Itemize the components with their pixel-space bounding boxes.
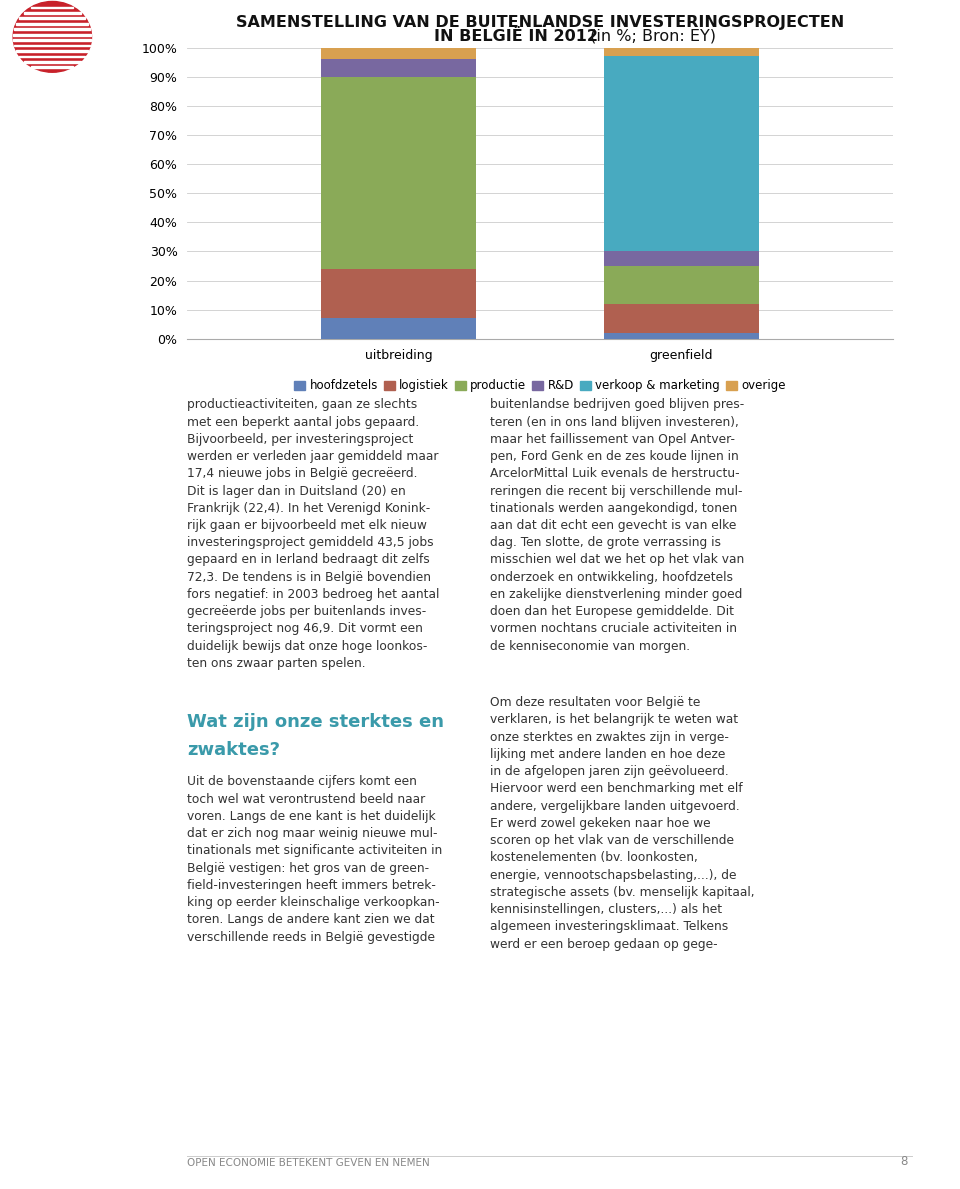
Text: Uit de bovenstaande cijfers komt een: Uit de bovenstaande cijfers komt een [187,775,417,788]
Text: Bijvoorbeeld, per investeringsproject: Bijvoorbeeld, per investeringsproject [187,433,414,446]
Bar [24,61,81,63]
Text: de kenniseconomie van morgen.: de kenniseconomie van morgen. [490,640,689,653]
Text: misschien wel dat we het op het vlak van: misschien wel dat we het op het vlak van [490,553,744,566]
Text: 8: 8 [900,1155,907,1168]
Bar [604,48,758,56]
Bar [604,333,758,339]
Text: aan dat dit echt een gevecht is van elke: aan dat dit echt een gevecht is van elke [490,518,736,531]
Text: SAMENSTELLING VAN DE BUITENLANDSE INVESTERINGSPROJECTEN: SAMENSTELLING VAN DE BUITENLANDSE INVEST… [236,14,844,30]
Text: scoren op het vlak van de verschillende: scoren op het vlak van de verschillende [490,833,733,847]
Text: investeringsproject gemiddeld 43,5 jobs: investeringsproject gemiddeld 43,5 jobs [187,536,434,549]
Text: field-investeringen heeft immers betrek-: field-investeringen heeft immers betrek- [187,879,436,892]
Bar [322,319,476,339]
Text: 72,3. De tendens is in België bovendien: 72,3. De tendens is in België bovendien [187,571,431,584]
Text: vormen nochtans cruciale activiteiten in: vormen nochtans cruciale activiteiten in [490,622,736,635]
Text: zwaktes?: zwaktes? [187,741,280,759]
Circle shape [13,1,91,73]
Text: verklaren, is het belangrijk te weten wat: verklaren, is het belangrijk te weten wa… [490,713,737,726]
Bar [322,269,476,319]
Bar [16,50,88,52]
Bar [16,23,88,25]
Text: kostenelementen (bv. loonkosten,: kostenelementen (bv. loonkosten, [490,851,698,864]
Text: productieactiviteiten, gaan ze slechts: productieactiviteiten, gaan ze slechts [187,398,418,411]
Text: strategische assets (bv. menselijk kapitaal,: strategische assets (bv. menselijk kapit… [490,886,755,899]
Bar [322,48,476,59]
Text: algemeen investeringsklimaat. Telkens: algemeen investeringsklimaat. Telkens [490,920,728,933]
Text: ArcelorMittal Luik evenals de herstructu-: ArcelorMittal Luik evenals de herstructu… [490,467,739,480]
Bar [24,12,81,14]
Text: verschillende reeds in België gevestigde: verschillende reeds in België gevestigde [187,931,435,944]
Text: dag. Ten slotte, de grote verrassing is: dag. Ten slotte, de grote verrassing is [490,536,721,549]
Text: Dit is lager dan in Duitsland (20) en: Dit is lager dan in Duitsland (20) en [187,484,406,497]
Text: ten ons zwaar parten spelen.: ten ons zwaar parten spelen. [187,656,366,669]
Text: OPEN ECONOMIE BETEKENT GEVEN EN NEMEN: OPEN ECONOMIE BETEKENT GEVEN EN NEMEN [187,1158,430,1168]
Text: werden er verleden jaar gemiddeld maar: werden er verleden jaar gemiddeld maar [187,449,439,463]
Text: tinationals met significante activiteiten in: tinationals met significante activiteite… [187,844,443,857]
Text: werd er een beroep gedaan op gege-: werd er een beroep gedaan op gege- [490,937,717,950]
Text: Om deze resultaten voor België te: Om deze resultaten voor België te [490,696,700,709]
Text: onderzoek en ontwikkeling, hoofdzetels: onderzoek en ontwikkeling, hoofdzetels [490,571,732,584]
Text: (in %; Bron: EY): (in %; Bron: EY) [585,29,716,44]
Bar [14,29,90,30]
Bar [604,56,758,252]
Text: voren. Langs de ene kant is het duidelijk: voren. Langs de ene kant is het duidelij… [187,810,436,823]
Text: toch wel wat verontrustend beeld naar: toch wel wat verontrustend beeld naar [187,793,425,806]
Text: toren. Langs de andere kant zien we dat: toren. Langs de andere kant zien we dat [187,913,435,926]
Bar [604,266,758,304]
Text: Er werd zowel gekeken naar hoe we: Er werd zowel gekeken naar hoe we [490,817,710,830]
Text: andere, vergelijkbare landen uitgevoerd.: andere, vergelijkbare landen uitgevoerd. [490,799,739,812]
Text: reringen die recent bij verschillende mul-: reringen die recent bij verschillende mu… [490,484,742,497]
Bar [19,18,85,19]
Text: en zakelijke dienstverlening minder goed: en zakelijke dienstverlening minder goed [490,587,742,600]
Text: kennisinstellingen, clusters,...) als het: kennisinstellingen, clusters,...) als he… [490,902,722,916]
Bar [14,45,90,46]
Text: België vestigen: het gros van de green-: België vestigen: het gros van de green- [187,862,429,875]
Text: Frankrijk (22,4). In het Verenigd Konink-: Frankrijk (22,4). In het Verenigd Konink… [187,502,430,515]
Text: teringsproject nog 46,9. Dit vormt een: teringsproject nog 46,9. Dit vormt een [187,622,423,635]
Bar [604,252,758,266]
Text: fors negatief: in 2003 bedroeg het aantal: fors negatief: in 2003 bedroeg het aanta… [187,587,440,600]
Legend: hoofdzetels, logistiek, productie, R&D, verkoop & marketing, overige: hoofdzetels, logistiek, productie, R&D, … [290,375,790,397]
Bar [13,39,91,42]
Bar [322,76,476,269]
Bar [322,59,476,76]
Text: lijking met andere landen en hoe deze: lijking met andere landen en hoe deze [490,748,725,761]
Text: teren (en in ons land blijven investeren),: teren (en in ons land blijven investeren… [490,416,738,428]
Text: in de afgelopen jaren zijn geëvolueerd.: in de afgelopen jaren zijn geëvolueerd. [490,765,729,778]
Bar [604,304,758,333]
Text: buitenlandse bedrijven goed blijven pres-: buitenlandse bedrijven goed blijven pres… [490,398,744,411]
Bar [13,33,91,36]
Text: pen, Ford Genk en de zes koude lijnen in: pen, Ford Genk en de zes koude lijnen in [490,449,738,463]
Text: king op eerder kleinschalige verkoopkan-: king op eerder kleinschalige verkoopkan- [187,897,440,910]
Text: Wat zijn onze sterktes en: Wat zijn onze sterktes en [187,713,444,731]
Text: maar het faillissement van Opel Antver-: maar het faillissement van Opel Antver- [490,433,734,446]
Text: met een beperkt aantal jobs gepaard.: met een beperkt aantal jobs gepaard. [187,416,420,428]
Bar [32,7,73,8]
Bar [19,56,85,57]
Text: energie, vennootschapsbelasting,...), de: energie, vennootschapsbelasting,...), de [490,868,736,881]
Text: onze sterktes en zwaktes zijn in verge-: onze sterktes en zwaktes zijn in verge- [490,730,729,743]
Text: 17,4 nieuwe jobs in België gecreëerd.: 17,4 nieuwe jobs in België gecreëerd. [187,467,418,480]
Bar [32,67,73,68]
Text: tinationals werden aangekondigd, tonen: tinationals werden aangekondigd, tonen [490,502,737,515]
Text: IN BELGIË IN 2012: IN BELGIË IN 2012 [434,29,598,44]
Text: gecreëerde jobs per buitenlands inves-: gecreëerde jobs per buitenlands inves- [187,605,426,618]
Text: gepaard en in Ierland bedraagt dit zelfs: gepaard en in Ierland bedraagt dit zelfs [187,553,430,566]
Text: duidelijk bewijs dat onze hoge loonkos-: duidelijk bewijs dat onze hoge loonkos- [187,640,427,653]
Text: Hiervoor werd een benchmarking met elf: Hiervoor werd een benchmarking met elf [490,782,742,795]
Text: rijk gaan er bijvoorbeeld met elk nieuw: rijk gaan er bijvoorbeeld met elk nieuw [187,518,427,531]
Text: doen dan het Europese gemiddelde. Dit: doen dan het Europese gemiddelde. Dit [490,605,733,618]
Text: dat er zich nog maar weinig nieuwe mul-: dat er zich nog maar weinig nieuwe mul- [187,828,438,841]
